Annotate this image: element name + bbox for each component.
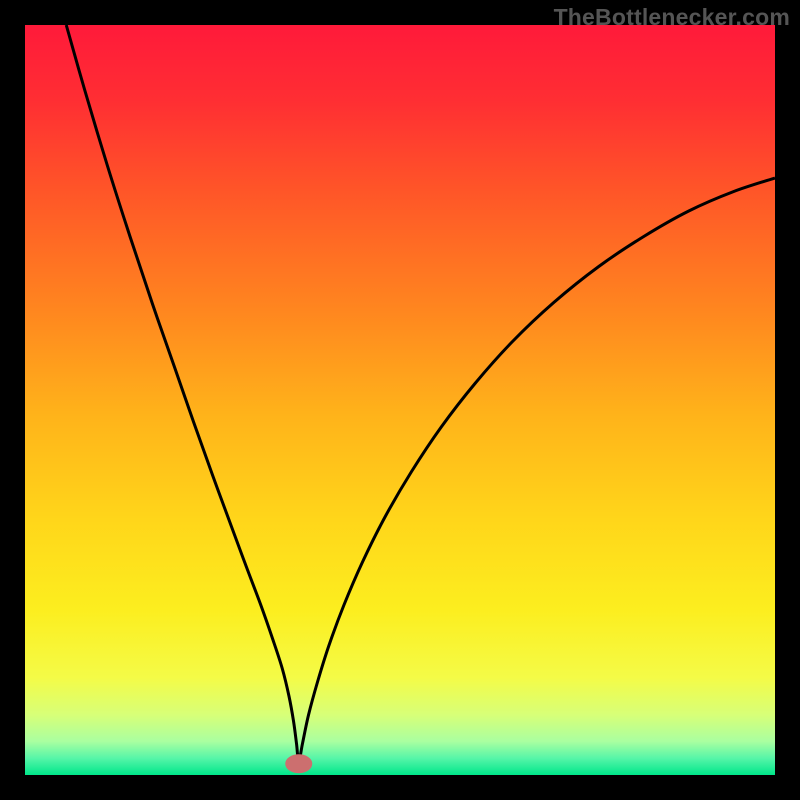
optimal-point-marker (286, 755, 312, 773)
bottleneck-chart (0, 0, 800, 800)
chart-container: TheBottlenecker.com (0, 0, 800, 800)
gradient-background (25, 25, 775, 775)
watermark-text: TheBottlenecker.com (554, 4, 790, 31)
